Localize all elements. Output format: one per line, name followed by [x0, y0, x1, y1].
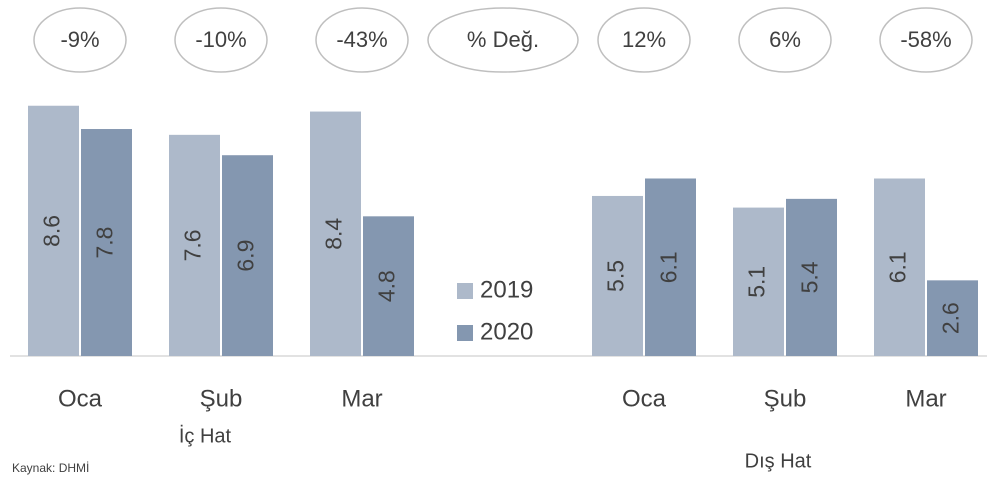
bar	[592, 195, 643, 356]
value-label: 5.4	[797, 261, 823, 293]
bar	[733, 207, 784, 356]
bar	[169, 134, 220, 356]
value-label: 8.6	[39, 215, 65, 247]
value-label: 6.1	[656, 251, 682, 283]
value-label: 5.1	[744, 266, 770, 298]
source: Kaynak: DHMİ	[12, 461, 89, 475]
group-label: Dış Hat	[745, 450, 812, 472]
change-label: 6%	[769, 27, 801, 52]
change-bubble	[738, 7, 832, 73]
change-label: -58%	[900, 27, 951, 52]
value-label: 7.6	[180, 229, 206, 261]
change-bubble	[597, 7, 691, 73]
bar	[786, 198, 837, 356]
group-label: İç Hat	[179, 424, 232, 447]
value-label: 5.5	[603, 260, 629, 292]
change-label: -43%	[336, 27, 387, 52]
change-label: -10%	[195, 27, 246, 52]
bar	[222, 155, 273, 356]
bar	[310, 111, 361, 356]
x-tick-label: Oca	[58, 385, 103, 412]
value-label: 8.4	[321, 218, 347, 250]
value-label: 6.1	[885, 251, 911, 283]
x-tick-label: Şub	[764, 385, 807, 412]
change-bubble	[174, 7, 268, 73]
x-tick-label: Şub	[200, 385, 243, 412]
change-label: -9%	[60, 27, 99, 52]
x-tick-label: Mar	[341, 385, 382, 412]
bar	[874, 178, 925, 356]
bar	[363, 216, 414, 356]
change-header: % Değ.	[467, 27, 539, 52]
bar	[927, 280, 978, 356]
legend-label: 2019	[480, 276, 533, 303]
legend-swatch	[457, 283, 473, 299]
bar	[28, 105, 79, 357]
change-bubble	[315, 7, 409, 73]
change-header-bubble	[427, 7, 579, 73]
change-label: 12%	[622, 27, 666, 52]
value-label: 7.8	[92, 227, 118, 259]
bar	[645, 178, 696, 356]
change-bubble	[879, 7, 973, 73]
x-tick-label: Mar	[905, 385, 946, 412]
value-label: 6.9	[233, 240, 259, 272]
legend-label: 2020	[480, 318, 533, 345]
x-tick-label: Oca	[622, 385, 667, 412]
change-bubble	[33, 7, 127, 73]
value-label: 2.6	[938, 302, 964, 334]
legend-swatch	[457, 325, 473, 341]
bar	[81, 129, 132, 356]
value-label: 4.8	[374, 270, 400, 302]
